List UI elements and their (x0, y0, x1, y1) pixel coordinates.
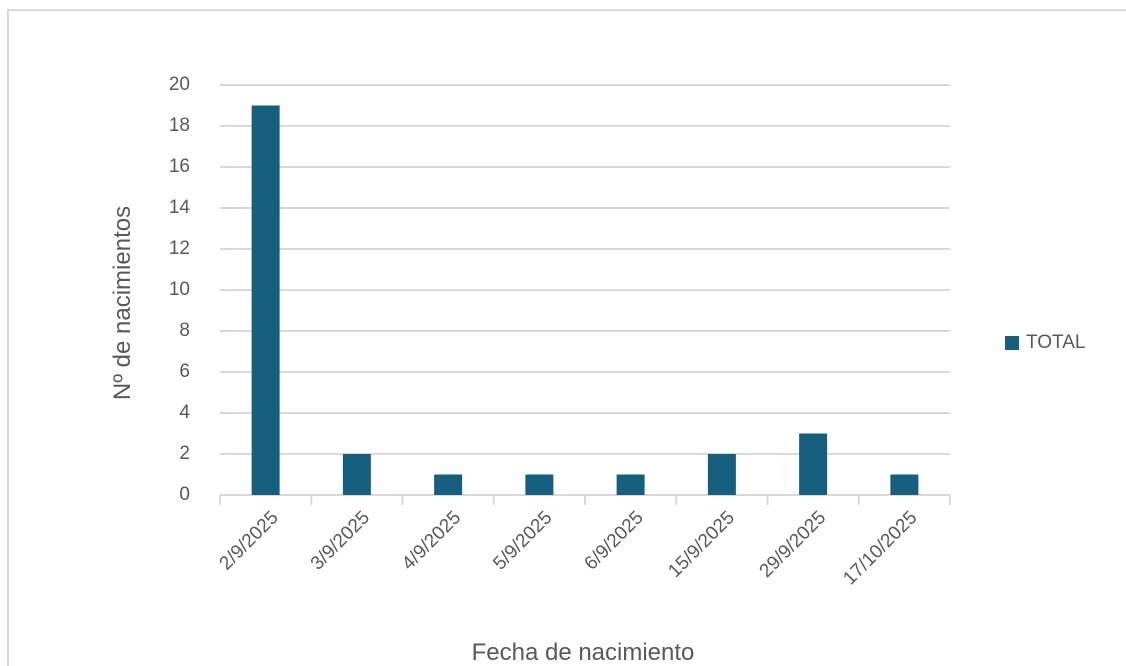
bar (799, 433, 828, 495)
y-tick-label: 20 (169, 74, 190, 95)
x-tick-label: 5/9/2025 (489, 507, 556, 574)
bar (616, 474, 645, 495)
legend-label: TOTAL (1026, 332, 1085, 353)
y-axis-title: Nº de nacimientos (109, 206, 136, 400)
y-tick-label: 12 (169, 238, 190, 259)
x-tick-label: 6/9/2025 (581, 507, 648, 574)
chart-border (7, 9, 1126, 666)
y-tick-label: 14 (169, 197, 191, 218)
x-tick-label: 3/9/2025 (307, 507, 374, 574)
y-tick-label: 2 (179, 443, 190, 464)
x-tick-label: 17/10/2025 (839, 507, 921, 589)
x-axis-title: Fecha de nacimiento (472, 639, 695, 666)
y-tick-label: 8 (179, 320, 190, 341)
bar (434, 474, 463, 495)
y-tick-label: 18 (169, 115, 190, 136)
legend-swatch (1005, 336, 1019, 350)
bar (251, 105, 280, 495)
y-tick-label: 0 (179, 484, 190, 505)
x-tick-label: 15/9/2025 (664, 507, 739, 582)
bar (525, 474, 554, 495)
x-tick-label: 29/9/2025 (756, 507, 831, 582)
bar (707, 454, 736, 495)
y-tick-label: 4 (179, 402, 190, 423)
y-tick-label: 6 (179, 361, 190, 382)
x-tick-label: 4/9/2025 (398, 507, 465, 574)
y-tick-label: 16 (169, 156, 190, 177)
y-tick-label: 10 (169, 279, 190, 300)
bar (342, 454, 371, 495)
bar (890, 474, 919, 495)
x-tick-label: 2/9/2025 (216, 507, 283, 574)
